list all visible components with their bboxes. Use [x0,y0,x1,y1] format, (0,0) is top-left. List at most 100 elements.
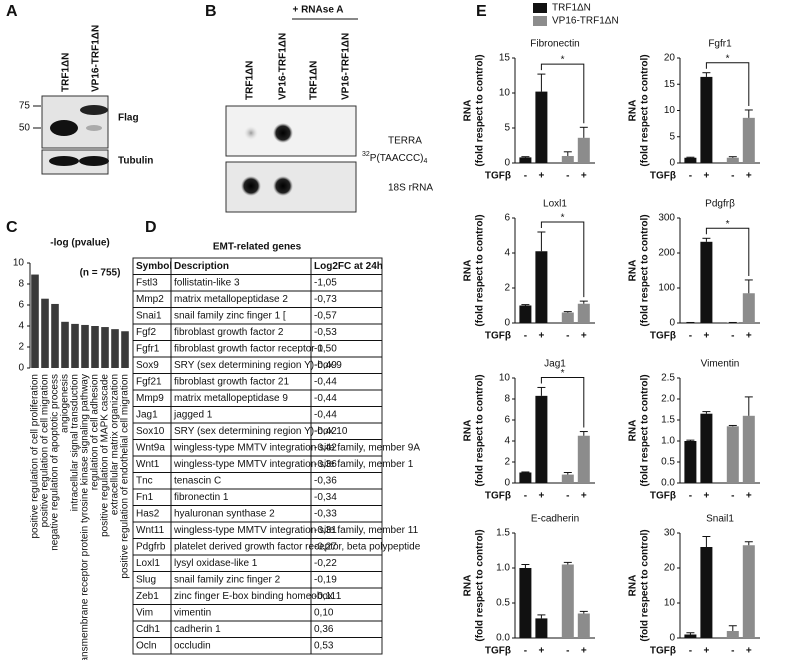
error-bar [537,386,546,396]
chart-title: Snail1 [706,514,734,525]
bar [742,545,755,638]
table: Symbol Description Log2FC at 24h Fstl3 folli… [132,257,421,655]
table-cell: -0,44 [314,376,337,387]
x-tick-label: + [581,331,587,342]
error-bar [537,614,546,619]
x-tick-label: + [538,646,544,657]
y-tick-label: 20 [664,563,676,574]
marker-label: 75 [19,101,31,112]
table-cell: -1,05 [314,277,337,288]
table-cell: 0,53 [314,640,334,651]
y-tick-label: 1.5 [661,415,675,426]
table-cell: cadherin 1 [174,624,221,635]
y-tick-label: 5 [669,131,675,142]
bar [684,634,697,638]
chart-title: Fibronectin [530,39,579,50]
y-label: RNA [628,420,639,442]
bar [31,274,39,368]
panel-letter: E [476,3,487,20]
legend-label: TRF1ΔN [552,3,591,14]
table-cell: tenascin C [174,475,221,486]
bar [519,472,532,483]
table-cell: snail family zinc finger 1 [ [174,310,286,321]
category-label: positive regulation of cell migration [40,374,51,527]
y-label-note: (fold respect to control) [640,529,651,641]
y-tick-label: 10 [664,598,676,609]
table-cell: -0,36 [314,459,337,470]
table-cell: wingless-type MMTV integration site fami… [173,525,419,536]
table-cell: -0,33 [314,508,337,519]
table-cell: fibroblast growth factor receptor 1 [174,343,323,354]
isotope: 32 [362,151,370,158]
y-tick-label: 0 [504,158,510,169]
y-tick-label: 2 [504,457,510,468]
table-cell: Mmp9 [136,393,164,404]
significance-label: * [561,55,565,66]
bar [519,157,532,163]
lane-label: TRF1ΔN [309,61,320,100]
table-cell: Wnt9a [136,442,165,453]
y-tick-label: 300 [658,213,675,224]
y-label: RNA [628,575,639,597]
bar [535,395,548,483]
panel-letter: A [6,3,18,20]
chart-title: Loxl1 [543,199,567,210]
x-tick-label: + [746,331,752,342]
table-cell: Wnt11 [136,525,165,536]
error-bar [744,279,753,294]
blot [41,95,109,149]
treatment-label: + RNAse A [292,5,343,16]
table-cell: Slug [136,574,156,585]
y-tick-label: 0 [18,363,24,374]
table-cell: Fgfr1 [136,343,160,354]
bar [561,564,574,638]
bar [41,298,49,368]
table-cell: Ocln [136,640,157,651]
band [86,125,102,131]
significance-bracket [705,227,750,276]
error-bar [563,472,572,475]
x-tick-label: - [689,646,692,657]
panel-letter: C [6,219,18,236]
x-tick-label: - [731,491,734,502]
y-label-note: (fold respect to control) [475,529,486,641]
dot [273,123,293,143]
y-label-note: (fold respect to control) [640,214,651,326]
lane-label: TRF1ΔN [245,61,256,100]
lane-label: VP16-TRF1ΔN [341,33,352,100]
table-cell: Tnc [136,475,153,486]
table-cell: -0,44 [314,393,337,404]
bar [561,474,574,483]
table-cell: -0,22 [314,558,337,569]
table-cell: -0,42 [314,426,337,437]
y-tick-label: 1.0 [661,436,675,447]
table-cell: Fstl3 [136,277,158,288]
category-label: negative regulation of apoptotic process [50,374,61,551]
bar [519,305,532,323]
table-cell: occludin [174,640,211,651]
error-bar [563,561,572,565]
bar [519,568,532,638]
x-tick-label: - [731,331,734,342]
error-bar [579,610,588,614]
lane-label: VP16-TRF1ΔN [91,25,102,92]
category-label: extracellular matrix organization [110,374,121,515]
bar [684,441,697,483]
table-cell: Fgf21 [136,376,162,387]
error-bar [702,536,711,547]
bar [700,241,713,323]
table-cell: Wnt1 [136,459,160,470]
y-tick-label: 8 [504,394,510,405]
table-cell: vimentin [174,607,211,618]
table-cell: -0,27 [314,541,337,552]
band [49,156,79,166]
probe-sequence: 32P(TAACCC)4 [362,151,428,165]
y-label: RNA [463,260,474,282]
x-tick-label: + [581,646,587,657]
bar [535,251,548,323]
significance-label: * [726,53,730,64]
table-cell: Fn1 [136,492,154,503]
x-label: TGFβ [650,331,676,342]
table-cell: -0,19 [314,574,337,585]
